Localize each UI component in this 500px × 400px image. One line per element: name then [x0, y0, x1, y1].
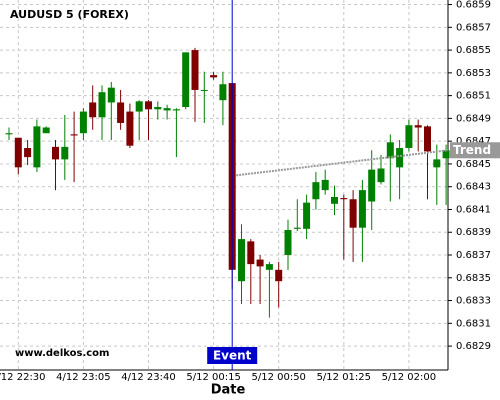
- candle-body: [89, 102, 97, 118]
- candle-body: [135, 101, 143, 112]
- candle-body: [191, 50, 199, 90]
- event-label-box: [207, 347, 258, 364]
- x-axis-label: Date: [211, 383, 246, 398]
- candle-body: [219, 84, 227, 101]
- candle-body: [107, 87, 115, 103]
- chart-title: AUDUSD 5 (FOREX): [10, 8, 129, 21]
- candle-body: [5, 133, 13, 135]
- x-tick-label: 5/12 00:15: [186, 372, 240, 383]
- candle-body: [24, 148, 32, 158]
- candle-body: [405, 125, 413, 148]
- watermark: www.delkos.com: [15, 348, 109, 359]
- candle-body: [52, 146, 59, 160]
- candle-body: [14, 137, 22, 168]
- trend-label: Trend: [453, 143, 491, 157]
- candle-body: [377, 168, 385, 183]
- x-tick-label: 5/12 02:00: [382, 372, 436, 383]
- candle-body: [247, 241, 255, 265]
- x-tick-label: 4/12 23:40: [121, 372, 175, 383]
- candle-body: [358, 190, 366, 228]
- y-tick-label: 0.6837: [456, 250, 491, 261]
- candle-body: [126, 111, 134, 146]
- candle-body: [293, 227, 301, 229]
- candle-body: [210, 75, 218, 78]
- trend-label-box: [450, 142, 500, 159]
- candle-body: [303, 202, 311, 229]
- y-tick-label: 0.6851: [456, 91, 491, 102]
- candle-body: [33, 126, 41, 168]
- y-tick-label: 0.6847: [456, 136, 491, 147]
- y-tick-label: 0.6849: [456, 113, 491, 124]
- y-tick-label: 0.6833: [456, 296, 491, 307]
- y-tick-label: 0.6843: [456, 182, 491, 193]
- candle-body: [340, 198, 348, 200]
- y-tick-label: 0.6845: [456, 159, 491, 170]
- candle-body: [396, 148, 404, 168]
- candle-body: [79, 111, 87, 134]
- y-tick-label: 0.6857: [456, 22, 491, 33]
- candle-body: [61, 146, 69, 160]
- candle-body: [117, 102, 125, 123]
- y-tick-label: 0.6859: [456, 0, 491, 11]
- candle-body: [42, 127, 50, 134]
- y-tick-label: 0.6831: [456, 318, 491, 329]
- candle-body: [98, 92, 106, 118]
- candle-body: [349, 199, 357, 228]
- candle-body: [442, 150, 450, 159]
- candle-body: [331, 196, 338, 204]
- x-tick-label: 4/12 22:30: [0, 372, 46, 383]
- candle-body: [145, 101, 152, 110]
- x-tick-label: 4/12 23:05: [56, 372, 110, 383]
- x-tick-label: 5/12 00:50: [251, 372, 305, 383]
- candle-body: [70, 134, 78, 136]
- candle-body: [433, 159, 441, 168]
- y-tick-label: 0.6839: [456, 227, 491, 238]
- y-tick-label: 0.6835: [456, 273, 491, 284]
- candle-body: [200, 89, 208, 91]
- candle-body: [182, 52, 190, 108]
- y-tick-label: 0.6841: [456, 204, 491, 215]
- candle-body: [284, 229, 292, 256]
- event-label: Event: [213, 349, 252, 363]
- y-tick-label: 0.6853: [456, 68, 491, 79]
- candle-body: [321, 179, 329, 191]
- candle-body: [154, 107, 162, 110]
- y-tick-label: 0.6829: [456, 341, 491, 352]
- candle-body: [265, 264, 273, 270]
- candle-body: [312, 182, 320, 200]
- candle-body: [386, 142, 394, 159]
- candle-body: [424, 126, 431, 152]
- candle-body: [238, 239, 245, 282]
- candle-body: [414, 125, 422, 128]
- candle-body: [368, 169, 376, 202]
- y-tick-label: 0.6855: [456, 45, 491, 56]
- x-tick-label: 5/12 01:25: [317, 372, 371, 383]
- candle-body: [275, 269, 283, 282]
- candle-body: [256, 259, 264, 267]
- candle-body: [163, 108, 171, 111]
- trend-line: [236, 149, 449, 177]
- candle-body: [172, 109, 180, 111]
